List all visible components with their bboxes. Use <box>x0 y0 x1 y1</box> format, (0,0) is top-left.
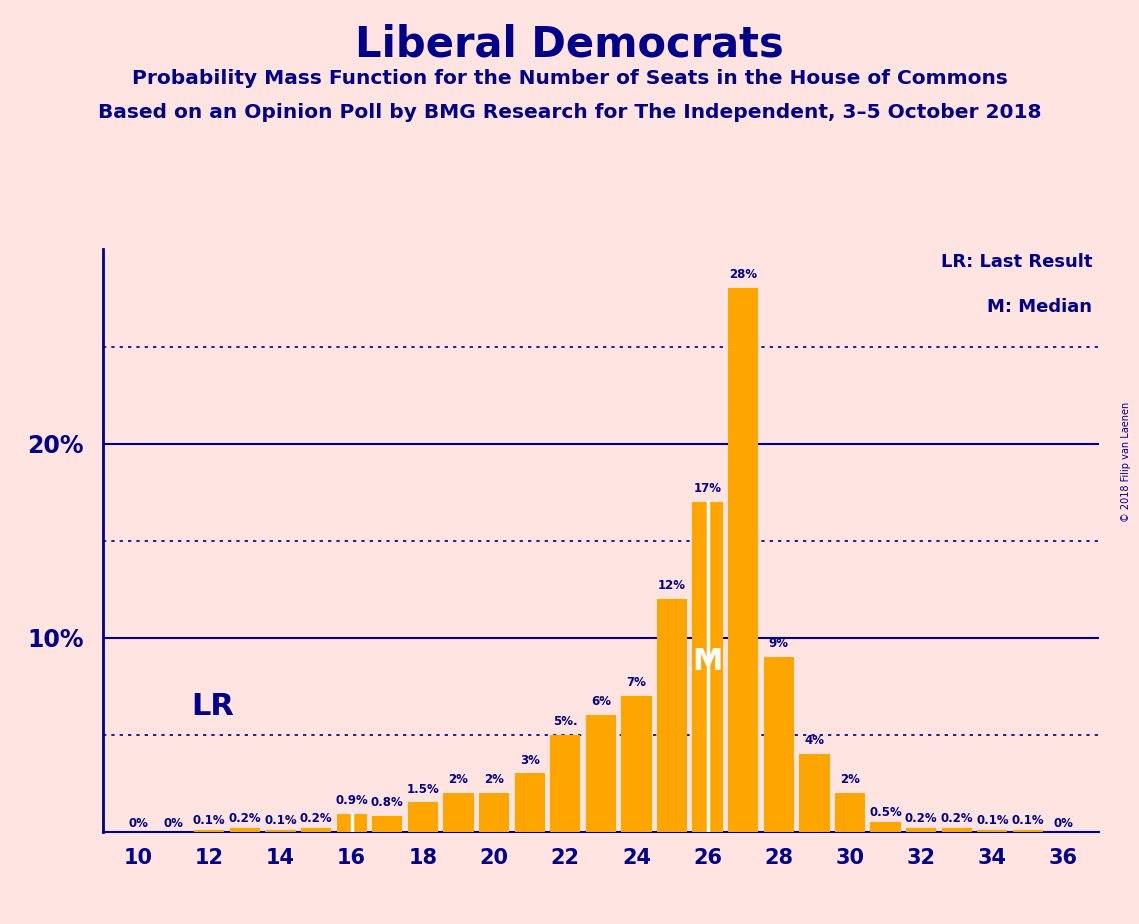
Text: Based on an Opinion Poll by BMG Research for The Independent, 3–5 October 2018: Based on an Opinion Poll by BMG Research… <box>98 103 1041 123</box>
Text: 1.5%: 1.5% <box>407 783 440 796</box>
Bar <box>800 754 829 832</box>
Bar <box>408 802 439 832</box>
Text: Probability Mass Function for the Number of Seats in the House of Commons: Probability Mass Function for the Number… <box>132 69 1007 89</box>
Text: 0.1%: 0.1% <box>1011 814 1044 827</box>
Bar <box>265 830 296 832</box>
Text: LR: LR <box>191 692 235 721</box>
Bar <box>515 773 544 832</box>
Bar <box>443 793 474 832</box>
Bar <box>194 830 224 832</box>
Bar <box>585 715 616 832</box>
Text: 4%: 4% <box>804 735 825 748</box>
Text: 17%: 17% <box>694 482 722 495</box>
Text: M: M <box>693 648 723 676</box>
Bar <box>835 793 866 832</box>
Text: 0.2%: 0.2% <box>229 812 261 825</box>
Text: 2%: 2% <box>449 773 468 786</box>
Text: 0%: 0% <box>129 817 148 830</box>
Text: M: Median: M: Median <box>988 298 1092 316</box>
Bar <box>372 816 402 832</box>
Text: 2%: 2% <box>484 773 503 786</box>
Text: 0.8%: 0.8% <box>371 796 403 809</box>
Bar <box>230 828 260 832</box>
Text: 28%: 28% <box>729 269 757 282</box>
Bar <box>977 830 1008 832</box>
Text: 0.5%: 0.5% <box>869 806 902 819</box>
Bar <box>942 828 972 832</box>
Text: 3%: 3% <box>519 754 540 767</box>
Text: Liberal Democrats: Liberal Democrats <box>355 23 784 65</box>
Text: 0%: 0% <box>164 817 183 830</box>
Bar <box>763 657 794 832</box>
Bar <box>906 828 936 832</box>
Bar <box>336 814 367 832</box>
Text: 0.1%: 0.1% <box>264 814 297 827</box>
Bar <box>621 696 652 832</box>
Text: 9%: 9% <box>769 638 789 650</box>
Bar <box>478 793 509 832</box>
Text: 7%: 7% <box>626 676 646 689</box>
Bar <box>728 288 759 832</box>
Text: © 2018 Filip van Laenen: © 2018 Filip van Laenen <box>1121 402 1131 522</box>
Text: 0.2%: 0.2% <box>941 812 973 825</box>
Text: 2%: 2% <box>841 773 860 786</box>
Bar <box>693 502 723 832</box>
Text: 0%: 0% <box>1054 817 1073 830</box>
Text: 5%.: 5%. <box>552 715 577 728</box>
Bar <box>301 828 331 832</box>
Text: LR: Last Result: LR: Last Result <box>941 253 1092 272</box>
Text: 6%: 6% <box>591 696 611 709</box>
Bar <box>870 822 901 832</box>
Text: 12%: 12% <box>658 579 686 592</box>
Bar <box>1013 830 1043 832</box>
Text: 0.2%: 0.2% <box>300 812 333 825</box>
Bar <box>550 735 581 832</box>
Text: 0.2%: 0.2% <box>904 812 937 825</box>
Text: 0.1%: 0.1% <box>976 814 1009 827</box>
Text: 0.1%: 0.1% <box>192 814 226 827</box>
Bar <box>657 599 687 832</box>
Text: 0.9%: 0.9% <box>335 795 368 808</box>
